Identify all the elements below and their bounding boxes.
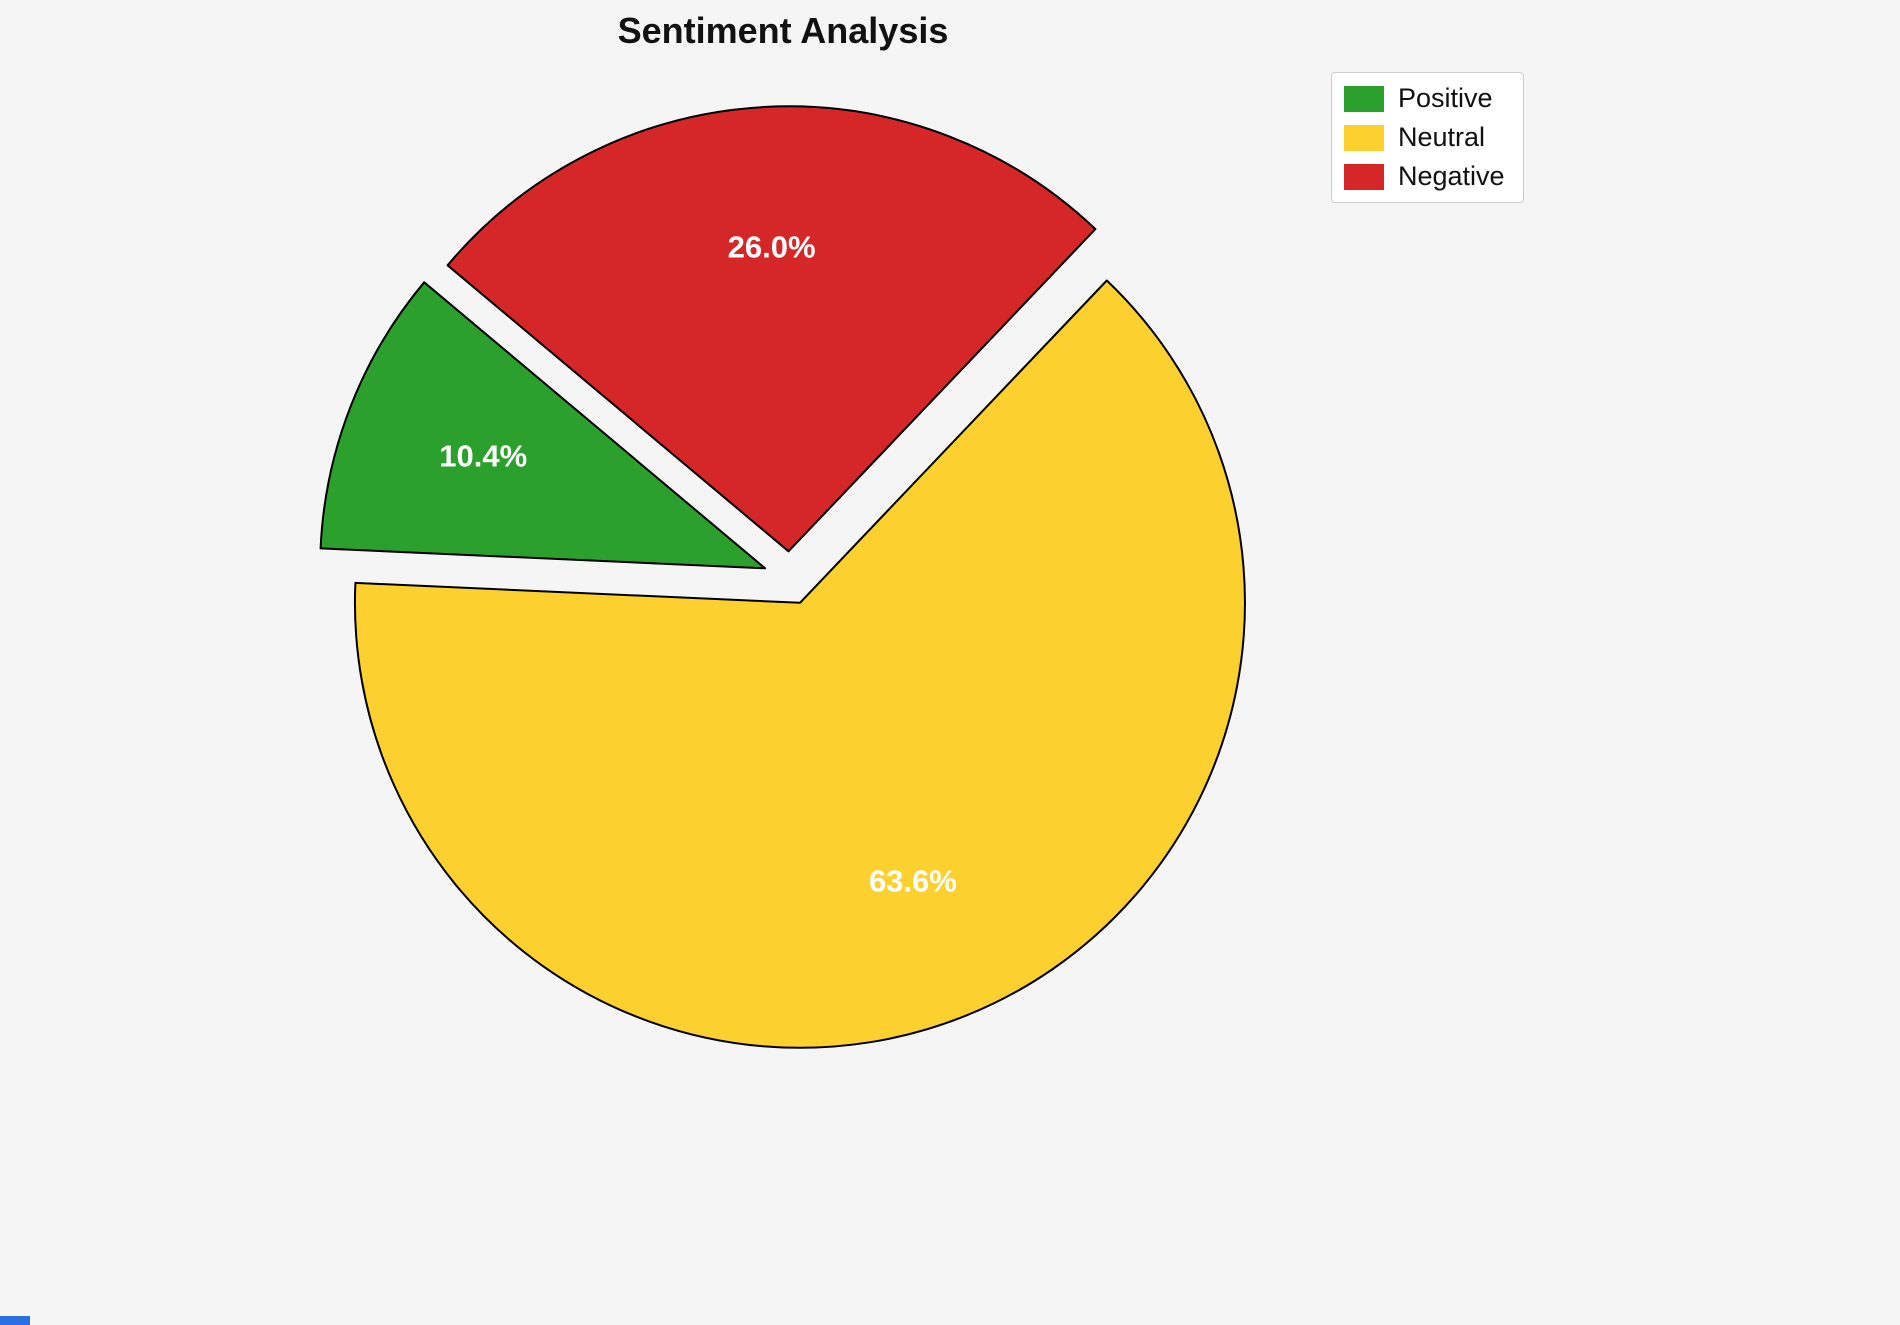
pie-percent-labels: 10.4% 63.6% 26.0%: [439, 229, 957, 898]
pie-slices: [319, 105, 1246, 1049]
legend-item-positive: Positive: [1344, 85, 1505, 112]
pie-slice-negative: [446, 105, 1097, 553]
legend-label: Positive: [1398, 83, 1493, 113]
legend-label: Neutral: [1398, 122, 1486, 152]
legend: Positive Neutral Negative: [1331, 72, 1524, 203]
pie-slice-positive: [319, 281, 767, 570]
percent-label-neutral: 63.6%: [869, 864, 957, 899]
legend-item-negative: Negative: [1344, 163, 1505, 190]
percent-label-negative: 26.0%: [728, 229, 816, 264]
legend-swatch-positive: [1344, 85, 1384, 112]
legend-swatch-negative: [1344, 163, 1384, 190]
legend-swatch-neutral: [1344, 124, 1384, 151]
percent-label-positive: 10.4%: [439, 439, 527, 474]
pie-slice-neutral: [353, 279, 1246, 1049]
screen-edge-artifact: [0, 1316, 30, 1325]
legend-item-neutral: Neutral: [1344, 124, 1505, 151]
legend-label: Negative: [1398, 161, 1505, 191]
chart-title: Sentiment Analysis: [617, 10, 949, 51]
